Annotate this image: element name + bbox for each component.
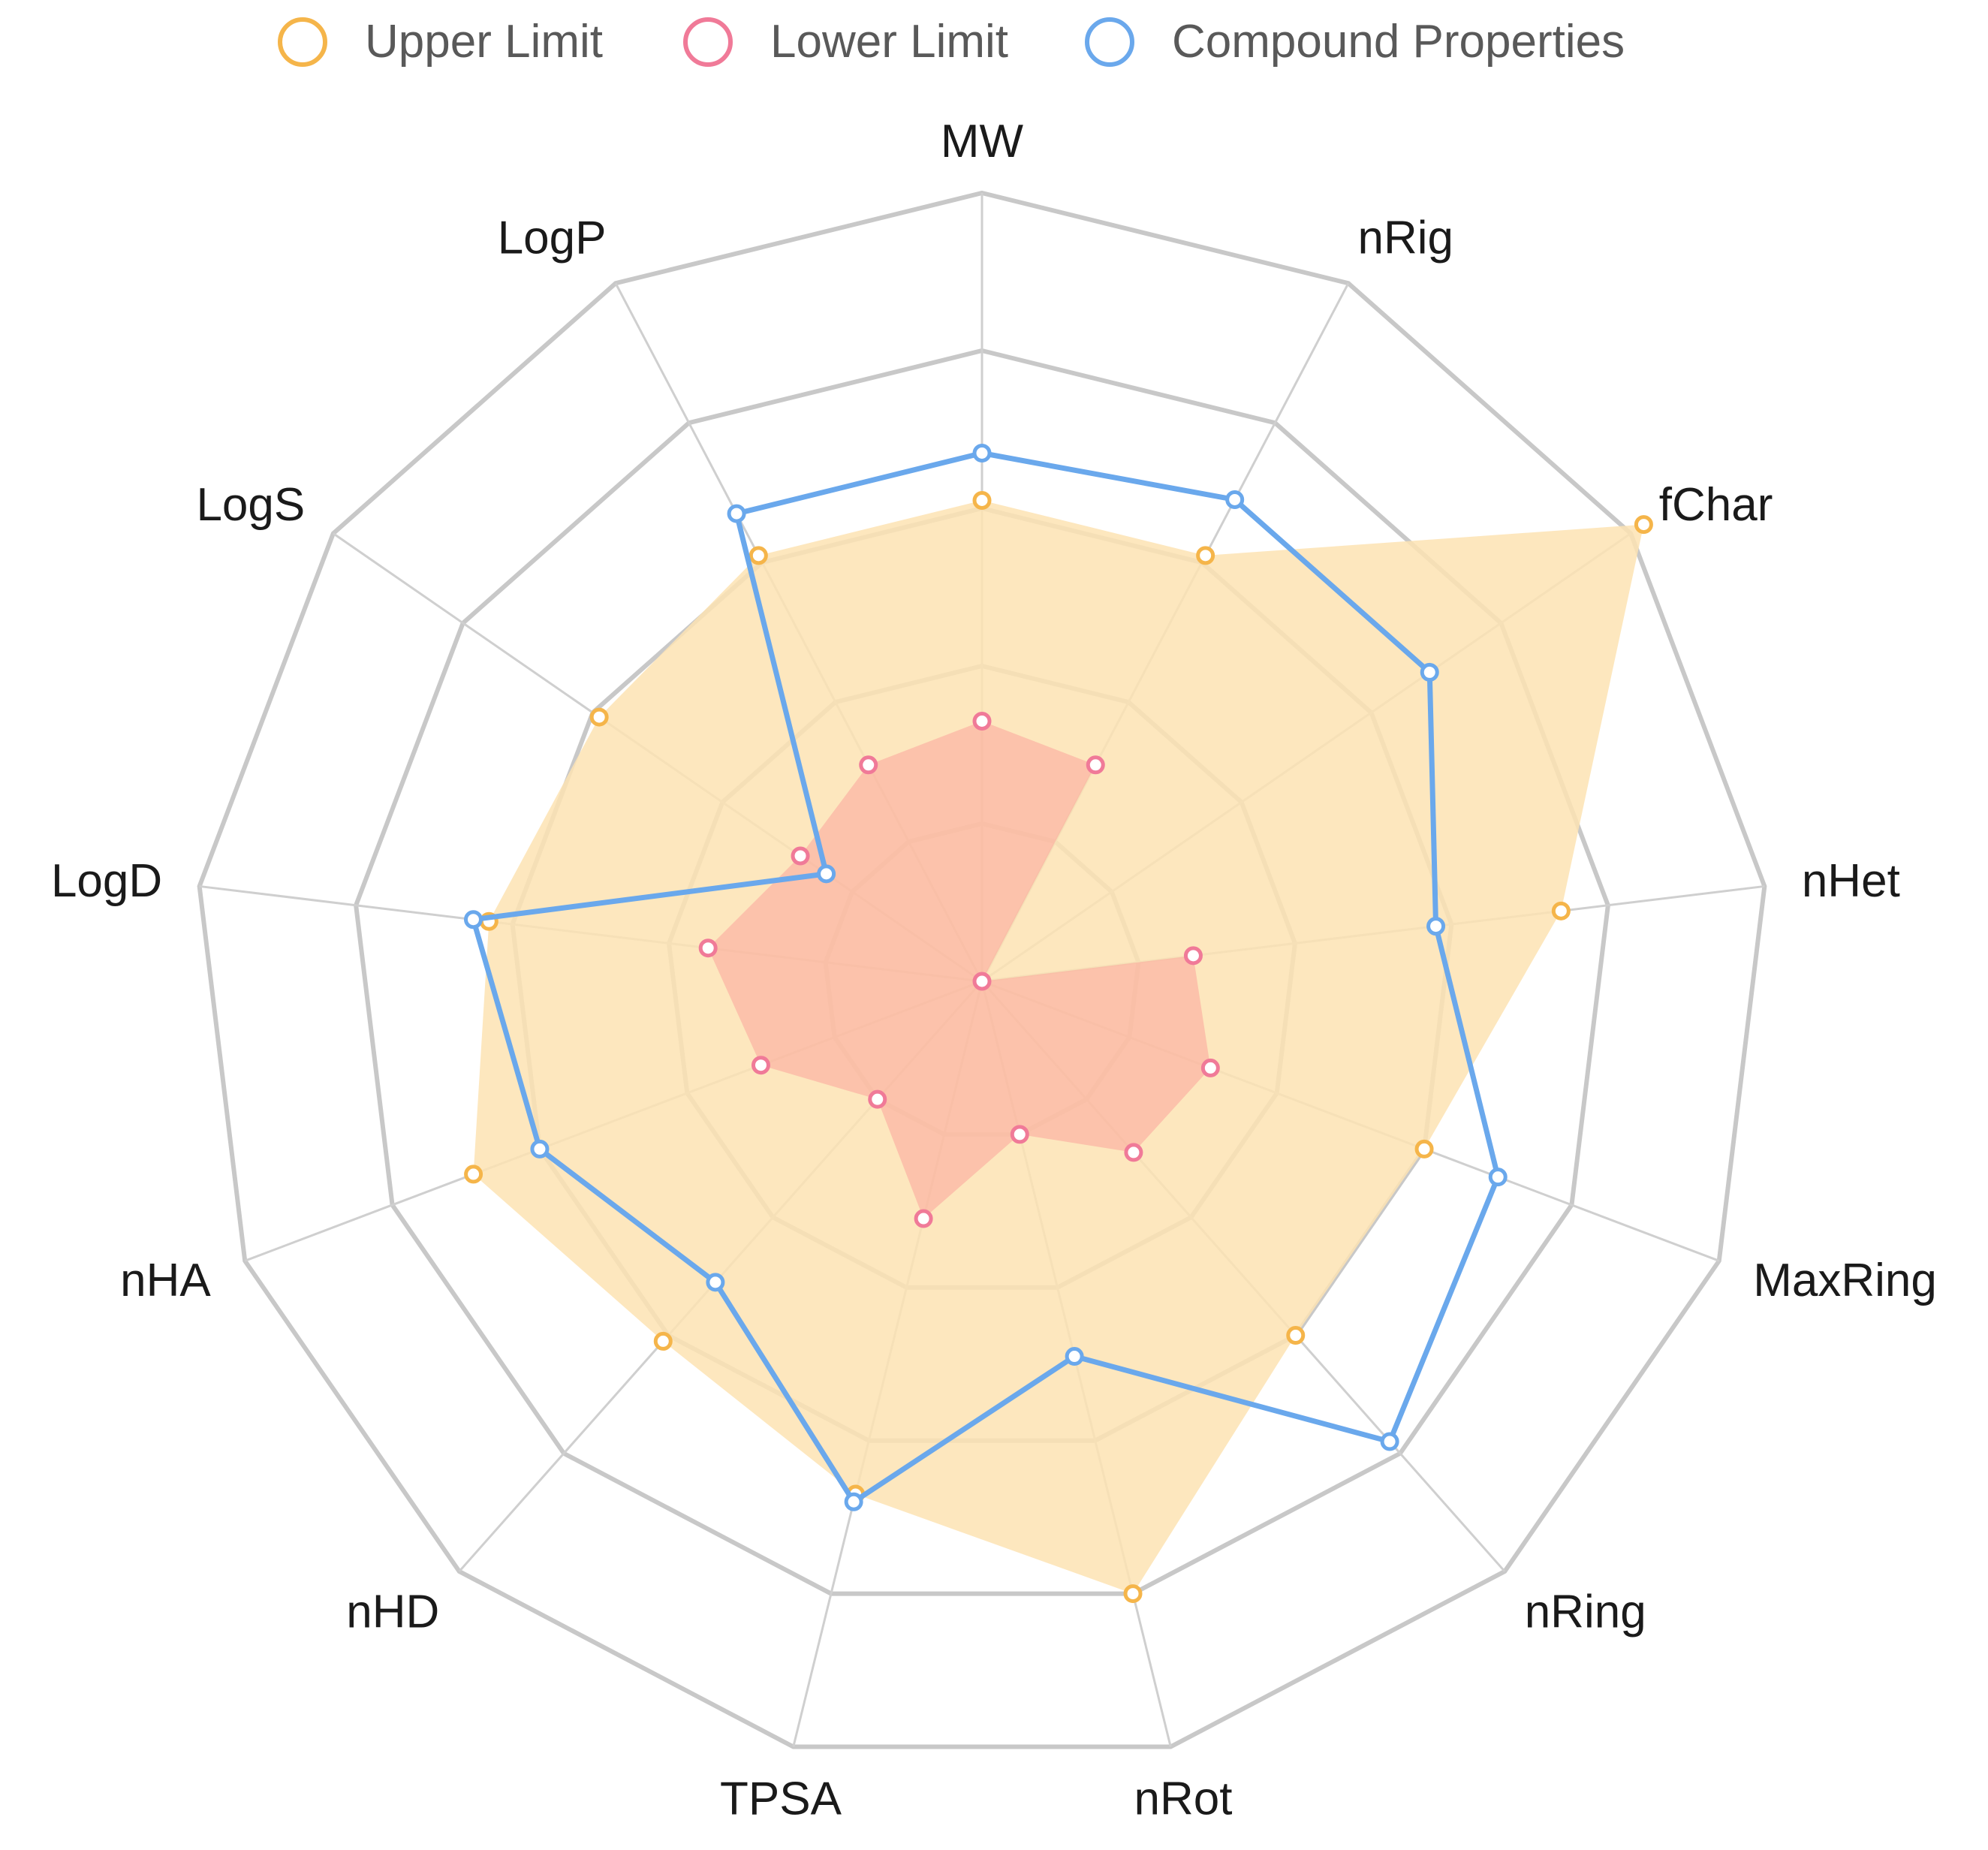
- point-lower-limit-logp[interactable]: [859, 755, 878, 775]
- point-lower-limit-mw[interactable]: [972, 712, 992, 731]
- point-upper-limit-nha[interactable]: [464, 1165, 483, 1184]
- point-upper-limit-logp[interactable]: [749, 546, 768, 565]
- legend-label-upper-limit: Upper Limit: [365, 16, 603, 68]
- point-compound-properties-logp[interactable]: [727, 504, 746, 523]
- point-lower-limit-fchar[interactable]: [972, 972, 992, 991]
- point-compound-properties-mw[interactable]: [972, 444, 992, 462]
- axis-label-nring: nRing: [1525, 1586, 1646, 1638]
- point-compound-properties-logs[interactable]: [817, 864, 836, 884]
- point-lower-limit-nhd[interactable]: [868, 1089, 887, 1109]
- axis-label-nhet: nHet: [1802, 855, 1900, 907]
- legend-item-compound-properties[interactable]: Compound Properties: [1085, 15, 1625, 68]
- axis-label-nhd: nHD: [346, 1586, 439, 1638]
- legend-swatch-compound-properties: [1085, 17, 1134, 67]
- point-lower-limit-nhet[interactable]: [1183, 946, 1203, 966]
- point-compound-properties-tpsa[interactable]: [844, 1492, 863, 1511]
- point-compound-properties-nring[interactable]: [1380, 1432, 1399, 1451]
- legend-swatch-upper-limit: [278, 17, 327, 67]
- legend-label-compound-properties: Compound Properties: [1172, 16, 1625, 68]
- point-upper-limit-nrot[interactable]: [1123, 1584, 1143, 1604]
- axis-label-nrot: nRot: [1134, 1773, 1233, 1824]
- axis-label-logs: LogS: [196, 479, 305, 531]
- chart-legend: Upper Limit Lower Limit Compound Propert…: [0, 0, 1988, 90]
- axis-label-fchar: fChar: [1659, 479, 1773, 531]
- point-compound-properties-nrig[interactable]: [1225, 490, 1245, 509]
- point-upper-limit-fchar[interactable]: [1634, 515, 1653, 535]
- point-upper-limit-nring[interactable]: [1286, 1326, 1306, 1345]
- axis-label-maxring: MaxRing: [1753, 1255, 1937, 1306]
- point-upper-limit-logs[interactable]: [589, 707, 609, 727]
- point-compound-properties-nha[interactable]: [530, 1139, 550, 1159]
- point-compound-properties-nhd[interactable]: [706, 1273, 725, 1292]
- point-lower-limit-nring[interactable]: [1124, 1143, 1143, 1162]
- series-lower-limit: [698, 712, 1220, 1228]
- point-upper-limit-nrig[interactable]: [1196, 546, 1215, 565]
- point-lower-limit-logd[interactable]: [698, 939, 718, 958]
- point-upper-limit-nhd[interactable]: [653, 1331, 673, 1351]
- point-upper-limit-maxring[interactable]: [1414, 1139, 1434, 1159]
- axis-labels: MW nRig fChar nHet MaxRing nRing nRot TPSA nHD nH…: [51, 116, 1937, 1824]
- point-lower-limit-nha[interactable]: [751, 1056, 770, 1075]
- axis-label-mw: MW: [941, 116, 1024, 167]
- point-lower-limit-nrot[interactable]: [1010, 1125, 1029, 1144]
- point-compound-properties-nhet[interactable]: [1426, 917, 1446, 936]
- point-lower-limit-tpsa[interactable]: [914, 1209, 933, 1228]
- legend-label-lower-limit: Lower Limit: [770, 16, 1008, 68]
- point-compound-properties-maxring[interactable]: [1488, 1168, 1508, 1187]
- point-lower-limit-nrig[interactable]: [1086, 755, 1105, 775]
- axis-label-logd: LogD: [51, 855, 162, 907]
- legend-item-lower-limit[interactable]: Lower Limit: [683, 15, 1008, 68]
- point-lower-limit-logs[interactable]: [791, 846, 810, 866]
- series-line-compound-properties: [470, 450, 1501, 1505]
- series-area-lower-limit: [708, 721, 1211, 1219]
- legend-swatch-lower-limit: [683, 17, 733, 67]
- point-compound-properties-fchar[interactable]: [1420, 662, 1439, 682]
- point-compound-properties-nrot[interactable]: [1065, 1347, 1084, 1366]
- point-upper-limit-mw[interactable]: [972, 491, 992, 510]
- point-upper-limit-nhet[interactable]: [1551, 901, 1571, 920]
- radar-series: [463, 444, 1653, 1604]
- legend-item-upper-limit[interactable]: Upper Limit: [278, 15, 603, 68]
- grid-ring-5: [197, 190, 1767, 1749]
- axis-label-nrig: nRig: [1357, 212, 1453, 264]
- axis-label-nha: nHA: [120, 1255, 211, 1306]
- axis-label-logp: LogP: [498, 212, 607, 264]
- series-compound-properties: [463, 444, 1508, 1511]
- point-compound-properties-logd[interactable]: [463, 910, 483, 930]
- axis-label-tpsa: TPSA: [720, 1773, 842, 1824]
- point-lower-limit-maxring[interactable]: [1200, 1058, 1220, 1077]
